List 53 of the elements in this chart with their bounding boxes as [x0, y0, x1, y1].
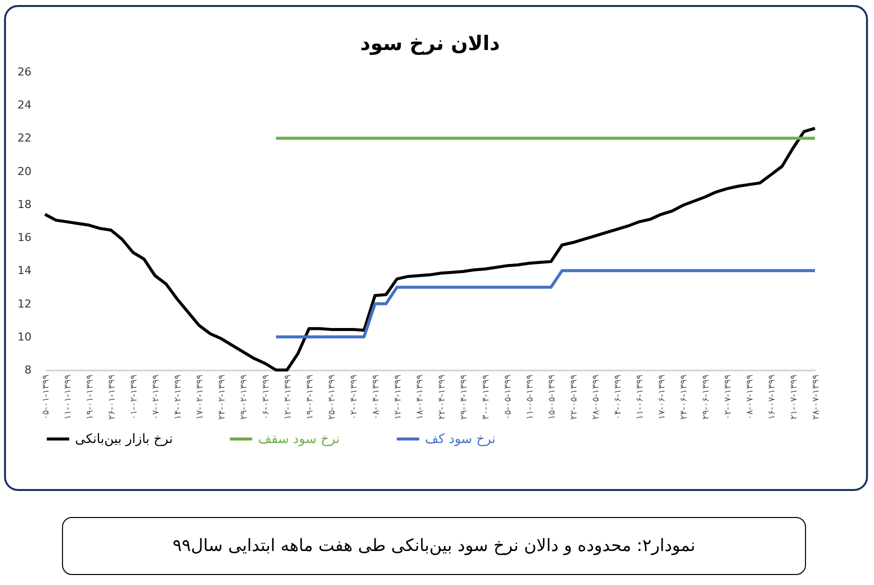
- x-tick-label: ۱۱-۰۶-۱۳۹۹: [636, 374, 646, 420]
- chart-title: دالان نرخ سود: [360, 31, 500, 55]
- x-tick-label: ۱۲-۰۴-۱۳۹۹: [394, 374, 404, 420]
- x-tick-label: ۰۵-۰۱-۱۳۹۹: [42, 374, 52, 420]
- x-tick-label: ۲۲-۰۴-۱۳۹۹: [438, 374, 448, 420]
- x-tick-label: ۲۱-۰۷-۱۳۹۹: [790, 374, 800, 420]
- x-tick-label: ۳۰-۰۴-۱۳۹۹: [482, 374, 492, 420]
- x-tick-label: ۰۸-۰۷-۱۳۹۹: [746, 374, 756, 420]
- x-tick-label: ۱۴-۰۲-۱۳۹۹: [174, 374, 184, 420]
- y-tick-label: 18: [18, 198, 32, 211]
- x-tick-label: ۲۹-۰۲-۱۳۹۹: [240, 374, 250, 420]
- text: نمودار۲: محدوده و دالان نرخ سود بین‌بانکی طی هفت ماهه ابتدایی سال۹۹: [62, 517, 806, 575]
- x-tick-label: ۱۹-۰۳-۱۳۹۹: [306, 374, 316, 420]
- line-series: [44, 126, 816, 372]
- x-tick-label: ۱۹-۰۱-۱۳۹۹: [86, 374, 96, 420]
- y-tick-label: 20: [18, 164, 32, 178]
- x-tick-label: ۲۶-۰۱-۱۳۹۹: [108, 374, 118, 420]
- y-tick-label: 22: [18, 132, 32, 145]
- x-tick-label: ۰۴-۰۶-۱۳۹۹: [614, 374, 624, 420]
- x-tick-label: ۰۵-۰۵-۱۳۹۹: [504, 374, 514, 420]
- x-tick-label: ۱۸-۰۴-۱۳۹۹: [416, 374, 426, 420]
- x-tick-label: ۲۸-۰۷-۱۳۹۹: [812, 374, 822, 420]
- x-tick-label: ۲۴-۰۶-۱۳۹۹: [680, 374, 690, 420]
- y-tick-label: 14: [18, 264, 32, 278]
- x-tick-label: ۰۲-۰۴-۱۳۹۹: [350, 374, 360, 420]
- legend-label: نرخ سود سقف: [258, 432, 340, 447]
- x-tick-label: ۱۱-۰۱-۱۳۹۹: [64, 374, 74, 420]
- x-tick-label: ۰۷-۰۲-۱۳۹۹: [152, 374, 162, 420]
- x-tick-label: ۲۸-۰۵-۱۳۹۹: [592, 374, 602, 420]
- x-tick-label: ۱۵-۰۵-۱۳۹۹: [548, 374, 558, 420]
- legend-label: نرخ سود کف: [425, 432, 496, 447]
- x-tick-label: ۰۸-۰۴-۱۳۹۹: [372, 374, 382, 420]
- x-tick-label: ۱۲-۰۳-۱۳۹۹: [284, 374, 294, 420]
- x-tick-label: ۱۷-۰۲-۱۳۹۹: [196, 374, 206, 420]
- line-series: [274, 269, 816, 338]
- y-tick-label: 26: [18, 66, 32, 78]
- x-tick-label: ۲۴-۰۲-۱۳۹۹: [218, 374, 228, 420]
- x-tick-label: ۱۷-۰۶-۱۳۹۹: [658, 374, 668, 420]
- y-tick-label: 16: [18, 231, 32, 244]
- x-tick-label: ۲۲-۰۵-۱۳۹۹: [570, 374, 580, 420]
- x-tick-label: ۱۱-۰۵-۱۳۹۹: [526, 374, 536, 420]
- x-tick-label: ۲۹-۰۴-۱۳۹۹: [460, 374, 470, 420]
- y-tick-label: 8: [24, 364, 32, 376]
- y-tick-label: 12: [18, 297, 32, 310]
- x-tick-label: ۰۲-۰۷-۱۳۹۹: [724, 374, 734, 420]
- x-tick-label: ۰۶-۰۳-۱۳۹۹: [262, 374, 272, 420]
- x-tick-label: ۲۵-۰۳-۱۳۹۹: [328, 374, 338, 420]
- x-tick-label: ۱۶-۰۷-۱۳۹۹: [768, 374, 778, 420]
- y-tick-label: 10: [18, 330, 32, 344]
- x-tick-label: ۰۱-۰۲-۱۳۹۹: [130, 374, 140, 420]
- y-tick-label: 24: [18, 98, 32, 112]
- x-tick-label: ۲۹-۰۶-۱۳۹۹: [702, 374, 712, 420]
- legend-label: نرخ بازار بین‌بانکی: [75, 432, 173, 447]
